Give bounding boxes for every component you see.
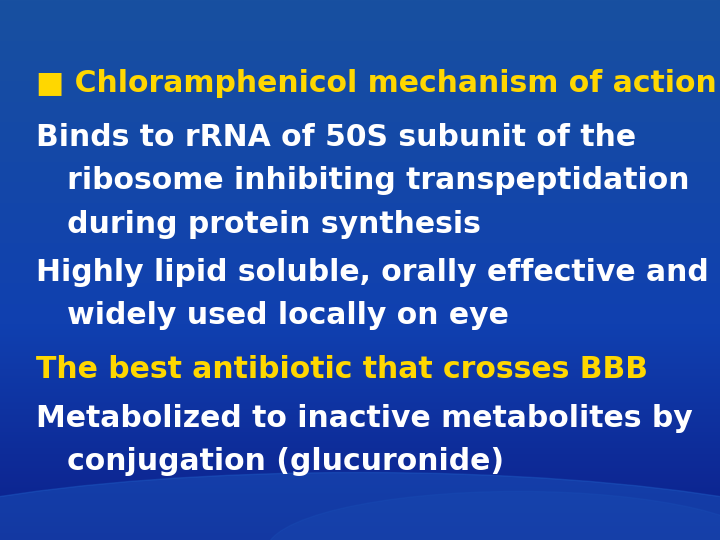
Text: during protein synthesis: during protein synthesis [36, 210, 481, 239]
Text: Binds to rRNA of 50S subunit of the: Binds to rRNA of 50S subunit of the [36, 123, 636, 152]
Text: ribosome inhibiting transpeptidation: ribosome inhibiting transpeptidation [36, 166, 690, 195]
Ellipse shape [0, 472, 720, 540]
Text: Highly lipid soluble, orally effective and: Highly lipid soluble, orally effective a… [36, 258, 708, 287]
Text: The best antibiotic that crosses BBB: The best antibiotic that crosses BBB [36, 355, 648, 384]
Text: ■ Chloramphenicol mechanism of action:: ■ Chloramphenicol mechanism of action: [36, 69, 720, 98]
Ellipse shape [266, 491, 720, 540]
Text: widely used locally on eye: widely used locally on eye [36, 301, 509, 330]
Text: Metabolized to inactive metabolites by: Metabolized to inactive metabolites by [36, 404, 693, 433]
Text: conjugation (glucuronide): conjugation (glucuronide) [36, 447, 504, 476]
